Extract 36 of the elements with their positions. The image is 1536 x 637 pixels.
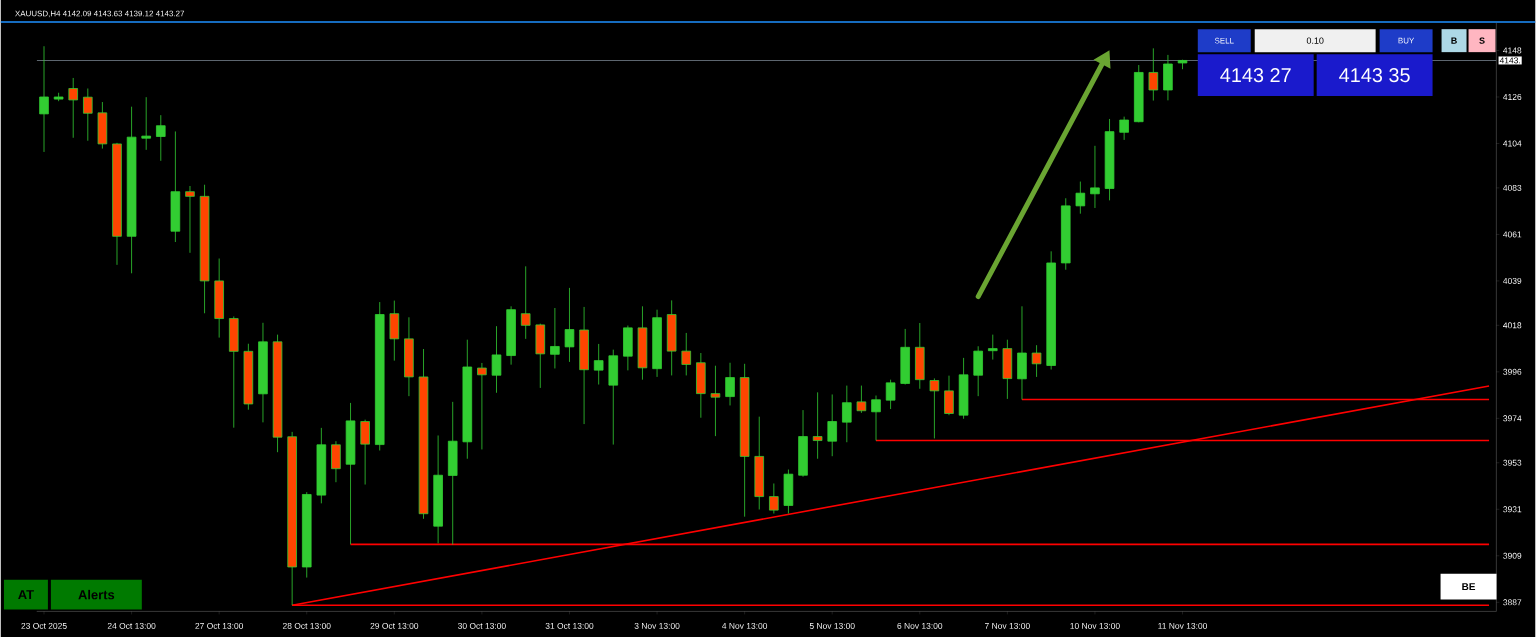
x-tick-label: 28 Oct 13:00: [282, 622, 331, 629]
x-tick-label: 3 Nov 13:00: [634, 622, 680, 629]
x-tick-label: 5 Nov 13:00: [809, 622, 855, 629]
y-tick-label: 3887: [1503, 599, 1522, 606]
x-tick-label: 6 Nov 13:00: [897, 622, 943, 629]
ref-line-label: 4143.: [1499, 57, 1520, 64]
x-tick-label: 30 Oct 13:00: [458, 622, 506, 629]
x-tick-label: 29 Oct 13:00: [370, 622, 419, 629]
y-tick-label: 4126: [1503, 93, 1522, 100]
y-tick-label: 3909: [1503, 552, 1522, 559]
annotation: 4143 35: [1339, 67, 1410, 82]
annotation: B: [1451, 37, 1457, 44]
y-tick-label: 4148: [1503, 47, 1522, 54]
x-tick-label: 31 Oct 13:00: [545, 622, 594, 629]
x-tick-label: 10 Nov 13:00: [1070, 622, 1120, 629]
annotation: 4143 27: [1220, 67, 1291, 82]
x-tick-label: 4 Nov 13:00: [722, 622, 768, 629]
y-tick-label: 4018: [1503, 322, 1522, 329]
annotation: 0.10: [1306, 37, 1324, 44]
x-tick-label: 7 Nov 13:00: [985, 622, 1030, 629]
y-tick-label: 4061: [1503, 231, 1522, 238]
x-tick-label: 27 Oct 13:00: [195, 622, 244, 629]
y-tick-label: 3931: [1503, 506, 1522, 513]
y-tick-label: 4104: [1503, 140, 1522, 147]
x-tick-label: 23 Oct 2025: [21, 622, 67, 629]
y-tick-label: 3974: [1503, 415, 1522, 422]
annotation: Alerts: [78, 589, 115, 600]
text: AT: [18, 589, 34, 599]
x-tick-label: 11 Nov 13:00: [1158, 622, 1208, 629]
y-tick-label: 3996: [1503, 368, 1522, 375]
y-tick-label: 4039: [1503, 277, 1522, 284]
x-tick-label: 24 Oct 13:00: [107, 622, 156, 629]
y-tick-label: 3953: [1503, 459, 1522, 466]
annotation: BE: [1462, 583, 1476, 590]
y-tick-label: 4083: [1503, 184, 1522, 191]
annotation: S: [1479, 37, 1485, 44]
